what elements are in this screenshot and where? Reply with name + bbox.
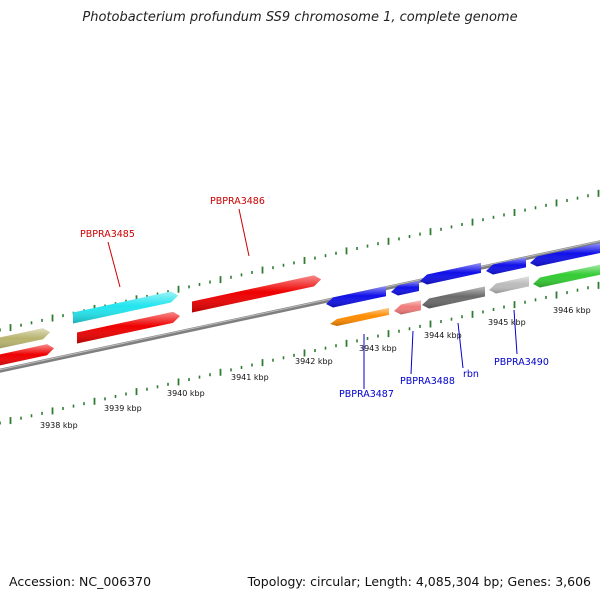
label-leader-line (513, 309, 518, 355)
gene-arrow-shading (420, 262, 481, 285)
kbp-label: 3938 kbp (40, 421, 78, 430)
gene-arrow-shading (73, 291, 178, 324)
label-leaders (107, 208, 518, 389)
kbp-label: 3943 kbp (359, 344, 397, 353)
gene-label-pbpra3490[interactable]: PBPRA3490 (494, 357, 549, 368)
gene-arrow-pbpra3486-shading (192, 275, 321, 313)
lower-tick-track (0, 281, 600, 425)
gene-track (0, 243, 600, 366)
chromosome-backbone-highlight (0, 240, 600, 371)
label-leader-line (107, 241, 121, 288)
kbp-label: 3940 kbp (167, 389, 205, 398)
map-title: Photobacterium profundum SS9 chromosome … (82, 10, 518, 25)
gene-labels: PBPRA3485 PBPRA3486 PBPRA3487 PBPRA3488 rbn P… (80, 196, 549, 400)
gene-arrow-shading (533, 264, 600, 288)
gene-label-pbpra3486[interactable]: PBPRA3486 (210, 196, 265, 207)
kbp-label: 3944 kbp (424, 331, 462, 340)
gene-arrow-pbpra3490-shading (489, 276, 529, 294)
gene-label-pbpra3487[interactable]: PBPRA3487 (339, 389, 394, 400)
label-leader-line (410, 330, 414, 375)
gene-arrow-pbpra3488-shading (394, 300, 421, 315)
gene-arrow-pbpra3487-shading (330, 307, 389, 326)
kbp-label: 3946 kbp (553, 306, 591, 315)
gene-label-pbpra3485[interactable]: PBPRA3485 (80, 229, 135, 240)
gene-arrow-shading (0, 328, 50, 349)
label-leader-line (457, 322, 464, 369)
kbp-label: 3945 kbp (488, 318, 526, 327)
chromosome-backbone (0, 240, 600, 373)
gene-label-pbpra3488[interactable]: PBPRA3488 (400, 376, 455, 387)
kbp-label: 3941 kbp (231, 373, 269, 382)
gene-label-rbn[interactable]: rbn (463, 369, 479, 380)
gene-arrow-shading (486, 257, 526, 275)
genome-summary: Topology: circular; Length: 4,085,304 bp… (247, 574, 591, 589)
gene-arrow-rbn-shading (422, 286, 485, 309)
gene-arrow-shading (0, 344, 54, 366)
kbp-label: 3939 kbp (104, 404, 142, 413)
gene-arrow-shading (391, 281, 419, 296)
gene-arrow-shading (530, 243, 600, 267)
label-leader-line (238, 208, 250, 257)
accession-text: Accession: NC_006370 (9, 574, 152, 589)
position-labels: 3938 kbp 3939 kbp 3940 kbp 3941 kbp 3942 kbp… (40, 306, 591, 430)
gene-arrow-shading (326, 286, 386, 308)
gene-arrow-pbpra3485-shading (77, 311, 180, 344)
kbp-label: 3942 kbp (295, 357, 333, 366)
